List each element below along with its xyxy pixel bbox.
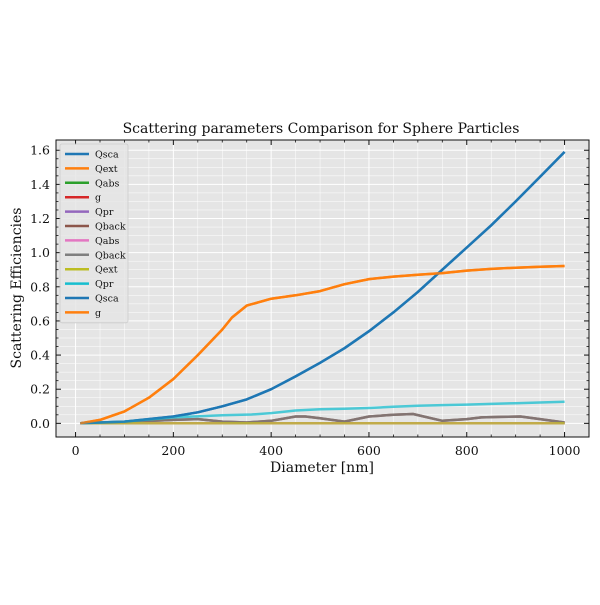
- legend-label: g: [95, 308, 101, 319]
- y-tick-label: 0.6: [30, 313, 50, 328]
- series-line-qpr: [80, 400, 565, 425]
- legend-label: Qabs: [95, 178, 120, 189]
- legend-label: Qext: [95, 164, 118, 175]
- legend-label: Qback: [95, 250, 126, 261]
- series-line-qsca: [80, 151, 566, 425]
- axis-ticks: 0 200 400 600 800 1000 0.0 0.2 0.4 0.6 0.8 1.0 1.2 1.…: [30, 140, 590, 458]
- x-tick-label: 400: [259, 443, 283, 458]
- x-tick-label: 1000: [549, 443, 581, 458]
- y-axis-title: Scattering Efficiencies: [9, 208, 25, 369]
- y-tick-label: 1.6: [30, 143, 50, 158]
- plot-frame: [55, 139, 590, 438]
- legend-label: g: [95, 193, 101, 204]
- chart-title: Scattering parameters Comparison for Sph…: [123, 121, 520, 137]
- legend-label: Qext: [95, 265, 118, 276]
- legend: Qsca Qext Qabs g Qpr Qback Qabs Qback Qext Qpr Qsc…: [59, 143, 129, 324]
- legend-box: [59, 143, 129, 324]
- y-tick-label: 1.0: [30, 245, 50, 260]
- plot-area: [56, 140, 589, 437]
- series-line-g: [80, 264, 565, 425]
- y-tick-label: 0.4: [30, 348, 50, 363]
- x-tick-label: 600: [357, 443, 381, 458]
- y-tick-label: 0.8: [30, 279, 50, 294]
- y-tick-label: 1.4: [30, 177, 50, 192]
- x-axis-title: Diameter [nm]: [270, 460, 374, 476]
- legend-label: Qpr: [95, 207, 114, 218]
- series-line-qback: [80, 412, 565, 425]
- legend-label: Qsca: [95, 150, 119, 161]
- y-tick-label: 0.2: [30, 382, 50, 397]
- x-tick-label: 800: [455, 443, 479, 458]
- x-tick-label: 200: [161, 443, 185, 458]
- x-tick-label: 0: [72, 443, 80, 458]
- y-tick-label: 0.0: [30, 416, 50, 431]
- legend-label: Qback: [95, 222, 126, 233]
- legend-label: Qpr: [95, 279, 114, 290]
- y-tick-label: 1.2: [30, 211, 50, 226]
- legend-label: Qabs: [95, 236, 120, 247]
- legend-label: Qsca: [95, 294, 119, 305]
- data-series: [80, 151, 566, 425]
